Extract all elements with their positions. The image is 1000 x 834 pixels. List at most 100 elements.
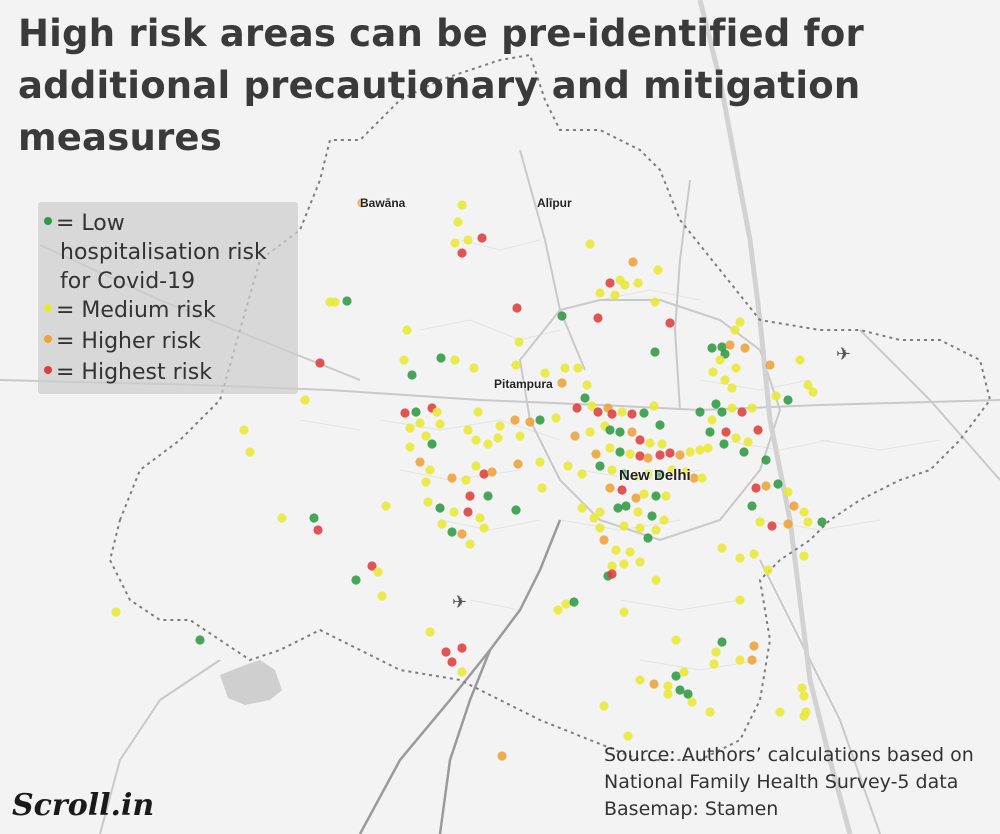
risk-dot-medium: [377, 591, 387, 601]
risk-dot-medium: [771, 391, 781, 401]
risk-dot-medium: [709, 659, 719, 669]
risk-dot-medium: [651, 525, 661, 535]
scroll-logo: Scroll.in: [12, 788, 155, 823]
risk-dot-medium: [515, 431, 525, 441]
risk-dot-higher: [447, 473, 457, 483]
risk-dot-medium: [607, 561, 617, 571]
risk-dot-low: [761, 455, 771, 465]
risk-dot-medium: [661, 491, 671, 501]
risk-dot-medium: [425, 465, 435, 475]
risk-dot-medium: [435, 419, 445, 429]
risk-dot-medium: [681, 467, 691, 477]
risk-dot-medium: [551, 413, 561, 423]
risk-dot-higher: [591, 449, 601, 459]
risk-dot-higher: [675, 450, 685, 460]
risk-dot-medium: [573, 363, 583, 373]
legend-swatch-highest: [44, 366, 52, 374]
risk-dot-medium: [563, 461, 573, 471]
risk-dot-medium: [425, 627, 435, 637]
risk-dot-low: [639, 408, 649, 418]
risk-dot-medium: [471, 435, 481, 445]
risk-dot-medium: [808, 387, 818, 397]
risk-dot-medium: [449, 507, 459, 517]
risk-dot-medium: [373, 567, 383, 577]
source-line-2: National Family Health Survey-5 data: [604, 771, 959, 793]
risk-dot-higher: [783, 519, 793, 529]
risk-dot-low: [580, 393, 590, 403]
risk-dot-medium: [803, 517, 813, 527]
risk-dot-medium: [495, 421, 505, 431]
risk-dot-medium: [381, 501, 391, 511]
airplane-icon: ✈: [836, 344, 852, 365]
risk-dot-higher: [725, 340, 735, 350]
risk-dot-medium: [727, 403, 737, 413]
risk-dot-low: [747, 501, 757, 511]
risk-dot-medium: [783, 487, 793, 497]
risk-dot-medium: [471, 461, 481, 471]
risk-dot-low: [683, 689, 693, 699]
risk-dot-medium: [619, 559, 629, 569]
place-label-new-delhi: New Delhi: [619, 467, 691, 484]
legend-swatch-medium: [44, 304, 52, 312]
risk-dot-medium: [620, 280, 630, 290]
risk-dot-highest: [767, 521, 777, 531]
risk-dot-higher: [525, 417, 535, 427]
risk-dot-highest: [479, 469, 489, 479]
risk-dot-higher: [513, 459, 523, 469]
risk-dot-medium: [697, 473, 707, 483]
legend-label-low-line2: hospitalisation risk: [60, 240, 267, 265]
legend-label-low-line3: for Covid-19: [60, 269, 196, 294]
risk-dot-medium: [799, 507, 809, 517]
risk-dot-medium: [711, 647, 721, 657]
risk-dot-medium: [537, 483, 547, 493]
risk-dot-low: [407, 370, 417, 380]
legend-item-higher: = Higher risk: [44, 326, 201, 357]
risk-dot-medium: [405, 442, 415, 452]
risk-dot-medium: [635, 675, 645, 685]
risk-dot-low: [195, 635, 205, 645]
risk-dot-medium: [469, 363, 479, 373]
risk-dot-medium: [423, 497, 433, 507]
place-label-alipur: Alīpur: [537, 196, 572, 210]
risk-dot-highest: [400, 408, 410, 418]
risk-dot-medium: [493, 433, 503, 443]
risk-dot-medium: [649, 401, 659, 411]
risk-dot-low: [717, 342, 727, 352]
risk-dot-medium: [671, 635, 681, 645]
risk-dot-medium: [239, 425, 249, 435]
risk-dot-medium: [402, 325, 412, 335]
risk-dot-low: [651, 491, 661, 501]
risk-dot-medium: [730, 325, 740, 335]
risk-dot-highest: [665, 448, 675, 458]
risk-dot-medium: [775, 707, 785, 717]
legend-label-low-line1: = Low: [56, 211, 125, 236]
risk-dot-medium: [421, 431, 431, 441]
risk-dot-low: [717, 637, 727, 647]
risk-dot-low: [719, 439, 729, 449]
source-line-3: Basemap: Stamen: [604, 798, 779, 820]
risk-dot-low: [615, 427, 625, 437]
risk-dot-higher: [415, 457, 425, 467]
risk-dot-medium: [633, 507, 643, 517]
risk-dot-low: [411, 407, 421, 417]
risk-dot-highest: [607, 409, 617, 419]
risk-dot-highest: [593, 407, 603, 417]
risk-dot-medium: [727, 383, 737, 393]
risk-dot-medium: [617, 407, 627, 417]
risk-dot-medium: [747, 403, 757, 413]
risk-dot-medium: [599, 701, 609, 711]
risk-dot-highest: [617, 485, 627, 495]
risk-dot-low: [655, 420, 665, 430]
risk-dot-medium: [667, 465, 677, 475]
risk-dot-highest: [315, 358, 325, 368]
risk-dot-medium: [421, 477, 431, 487]
risk-dot-low: [650, 347, 660, 357]
map-title: High risk areas can be pre-identified fo…: [18, 12, 864, 159]
risk-dot-medium: [595, 288, 605, 298]
risk-dot-medium: [705, 707, 715, 717]
risk-dot-low: [817, 517, 827, 527]
risk-dot-higher: [631, 493, 641, 503]
risk-dot-medium: [585, 239, 595, 249]
risk-dot-low: [675, 685, 685, 695]
